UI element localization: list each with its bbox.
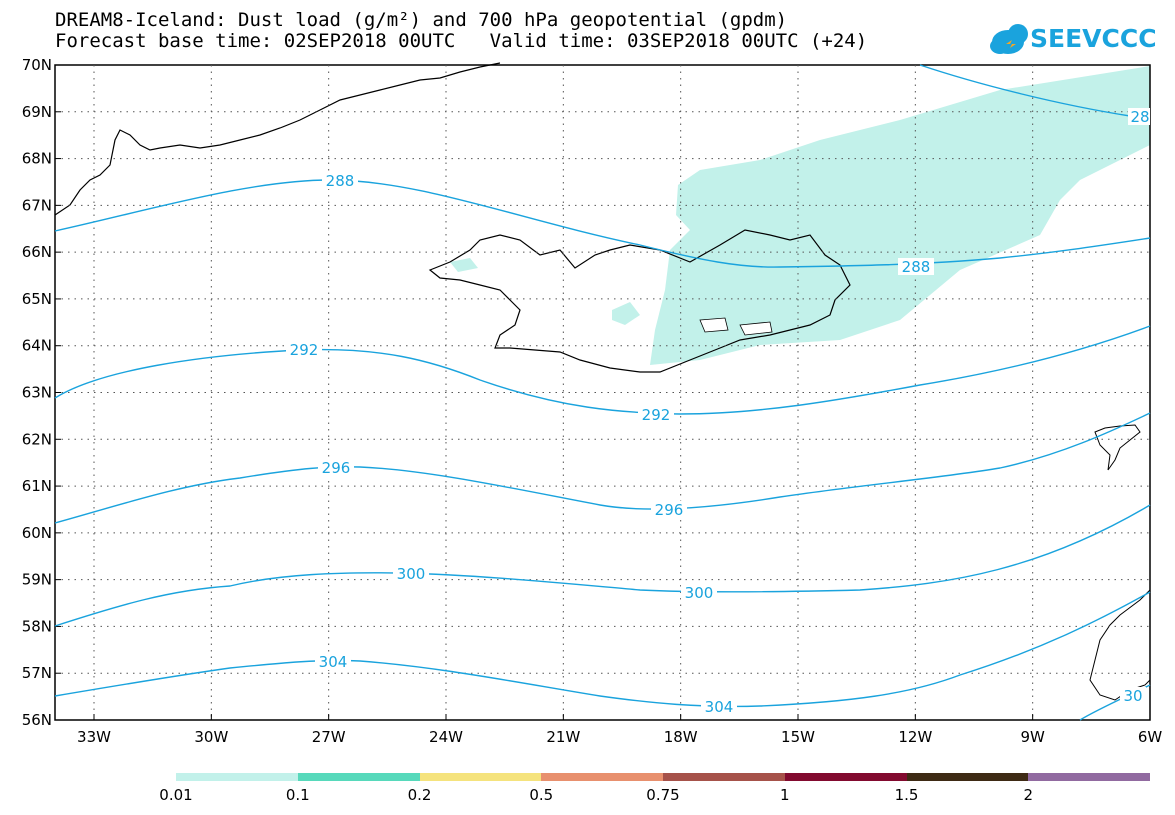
latitude-label: 69N: [22, 103, 52, 121]
map-title: DREAM8-Iceland: Dust load (g/m²) and 700…: [55, 9, 788, 31]
contour-label: 292: [290, 341, 319, 359]
contour-label: 28: [1130, 108, 1149, 126]
contour-label: 296: [322, 459, 351, 477]
longitude-label: 6W: [1138, 728, 1163, 746]
longitude-label: 27W: [312, 728, 346, 746]
latitude-label: 70N: [22, 56, 52, 74]
latitude-label: 63N: [22, 384, 52, 402]
longitude-label: 21W: [546, 728, 580, 746]
contour-292: [54, 325, 1151, 415]
colorbar-segment: [297, 773, 420, 781]
colorbar-label: 0.1: [285, 786, 310, 804]
latitude-label: 59N: [22, 571, 52, 589]
colorbar-segment: [663, 773, 785, 781]
colorbar-segment: [1028, 773, 1150, 781]
contour-300: [54, 504, 1151, 627]
contour-label: 292: [642, 406, 671, 424]
latitude-labels: 70N 69N 68N 67N 66N 65N 64N 63N 62N 61N 60N 59N 58N 5…: [22, 56, 52, 729]
latitude-label: 56N: [22, 711, 52, 729]
faroe-islands: [1094, 424, 1141, 471]
colorbar-label: 0.5: [529, 786, 554, 804]
longitude-label: 12W: [898, 728, 932, 746]
contour-288-greenland-sea: [919, 64, 1131, 117]
contour-label: 304: [319, 653, 348, 671]
cloud-icon: [990, 24, 1028, 54]
colorbar-segment: [176, 773, 298, 781]
latitude-label: 58N: [22, 617, 52, 635]
longitude-label: 24W: [429, 728, 463, 746]
latitude-label: 64N: [22, 337, 52, 355]
contour-label: 304: [705, 698, 734, 716]
longitude-label: 33W: [77, 728, 111, 746]
longitude-label: 18W: [664, 728, 698, 746]
contour-label: 288: [902, 258, 931, 276]
dust-plume-small-patch: [450, 258, 478, 272]
contour-labels: 288 288 28 292 292 296 296 300 300 304 3…: [286, 108, 1150, 716]
colorbar-label: 0.75: [646, 786, 680, 804]
longitude-label: 15W: [781, 728, 815, 746]
colorbar-label: 0.2: [407, 786, 432, 804]
colorbar-label: 1.5: [894, 786, 919, 804]
geopotential-contours: [54, 64, 1151, 721]
latitude-label: 62N: [22, 430, 52, 448]
colorbar-label: 2: [1023, 786, 1034, 804]
contour-label: 300: [397, 565, 426, 583]
iceland-lake-1: [699, 317, 729, 333]
longitude-label: 30W: [194, 728, 228, 746]
contour-label: 30: [1123, 687, 1142, 705]
longitude-labels: 33W 30W 27W 24W 21W 18W 15W 12W 9W 6W: [77, 728, 1162, 746]
longitude-label: 9W: [1020, 728, 1045, 746]
colorbar-label: 1: [779, 786, 790, 804]
dust-plume-region: [650, 66, 1150, 365]
contour-304: [54, 591, 1151, 708]
latitude-label: 66N: [22, 243, 52, 261]
colorbar-segment: [419, 773, 542, 781]
logo-text: SEEVCCC: [1030, 24, 1157, 53]
latitude-label: 61N: [22, 477, 52, 495]
graticule: [55, 64, 1151, 721]
dust-plume-west-patch: [612, 302, 640, 325]
contour-label: 296: [655, 501, 684, 519]
latitude-label: 60N: [22, 524, 52, 542]
contour-288: [54, 179, 1151, 268]
contour-296: [54, 412, 1151, 524]
iceland-coastline: [428, 229, 851, 373]
latitude-label: 67N: [22, 196, 52, 214]
latitude-label: 68N: [22, 150, 52, 168]
colorbar-segment: [906, 773, 1029, 781]
forecast-time-line: Forecast base time: 02SEP2018 00UTC Vali…: [55, 30, 868, 52]
colorbar-segment: [784, 773, 907, 781]
scotland-coastline: [1089, 589, 1151, 701]
seevccc-logo: [990, 24, 1028, 54]
iceland-lake-2: [739, 321, 773, 336]
colorbar-label: 0.01: [159, 786, 193, 804]
dust-load-colorbar: [176, 773, 1150, 781]
greenland-coastline: [54, 62, 501, 216]
colorbar-segment: [541, 773, 663, 781]
latitude-label: 65N: [22, 290, 52, 308]
contour-label: 300: [685, 584, 714, 602]
latitude-label: 57N: [22, 664, 52, 682]
contour-label: 288: [326, 172, 355, 190]
